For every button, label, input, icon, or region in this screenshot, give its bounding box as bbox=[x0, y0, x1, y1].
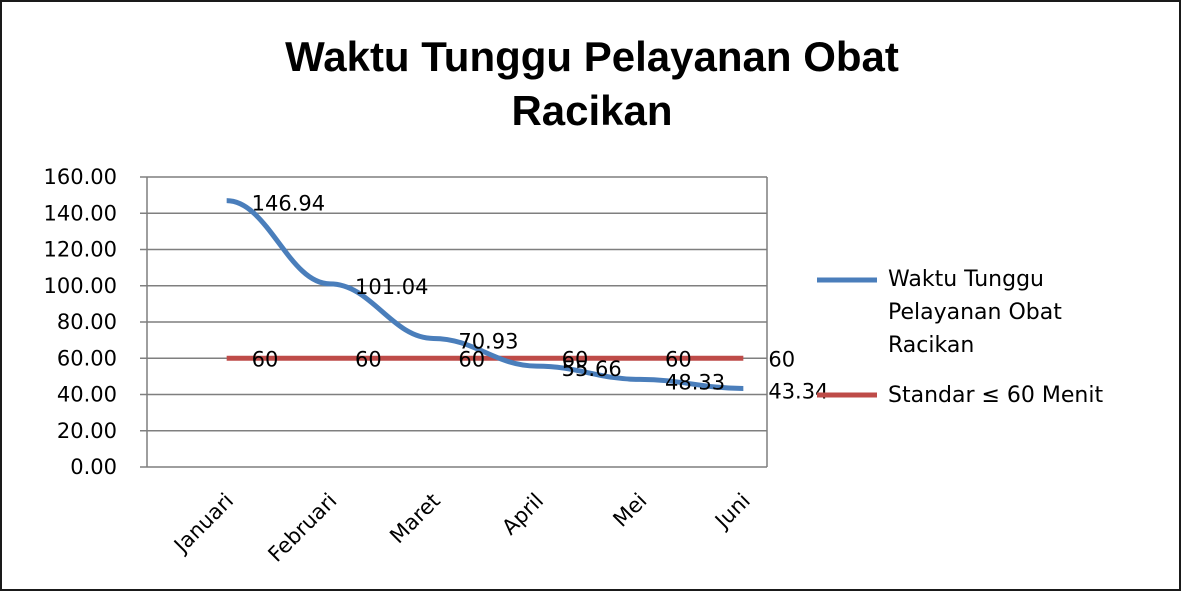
x-tick-label: Mei bbox=[608, 489, 651, 532]
y-axis: 0.00 20.00 40.00 60.00 80.00 100.00 120.00 140.… bbox=[44, 165, 768, 479]
data-label-standard: 60 bbox=[562, 347, 589, 371]
y-tick-label: 120.00 bbox=[44, 238, 117, 262]
y-tick-label: 60.00 bbox=[57, 346, 117, 370]
x-axis: Januari Februari Maret April Mei Juni bbox=[168, 489, 755, 567]
y-tick-label: 20.00 bbox=[57, 419, 117, 443]
y-tick-label: 80.00 bbox=[57, 310, 117, 334]
legend-label-waktu-tunggu: Pelayanan Obat bbox=[888, 300, 1062, 325]
legend-label-standard: Standar ≤ 60 Menit bbox=[888, 383, 1103, 408]
data-label-standard: 60 bbox=[458, 347, 485, 371]
series-line-waktu-tunggu bbox=[226, 198, 744, 391]
data-label-waktu-tunggu: 55.66 bbox=[562, 357, 622, 381]
data-label-waktu-tunggu: 101.04 bbox=[355, 275, 428, 299]
series-layer bbox=[226, 198, 744, 391]
chart-title-line-1: Waktu Tunggu Pelayanan Obat bbox=[285, 33, 899, 80]
data-labels: 146.94 101.04 70.93 55.66 48.33 43.34 60 60 60 60… bbox=[252, 192, 829, 404]
x-tick-label: Juni bbox=[709, 489, 755, 535]
x-tick-label: Januari bbox=[168, 489, 238, 559]
y-tick-label: 160.00 bbox=[44, 165, 117, 189]
data-label-waktu-tunggu: 146.94 bbox=[252, 192, 325, 216]
legend: Waktu Tunggu Pelayanan Obat Racikan Standar… bbox=[817, 267, 1103, 408]
x-tick-label: April bbox=[497, 489, 548, 540]
y-tick-label: 40.00 bbox=[57, 383, 117, 407]
legend-label-waktu-tunggu: Racikan bbox=[888, 333, 974, 358]
y-tick-label: 140.00 bbox=[44, 201, 117, 225]
x-tick-label: Maret bbox=[385, 489, 445, 549]
data-label-standard: 60 bbox=[768, 347, 795, 371]
data-label-standard: 60 bbox=[665, 347, 692, 371]
data-label-waktu-tunggu: 70.93 bbox=[458, 329, 518, 353]
data-label-waktu-tunggu: 43.34 bbox=[768, 379, 828, 403]
y-tick-label: 0.00 bbox=[70, 455, 117, 479]
chart-title: Waktu Tunggu Pelayanan Obat Racikan bbox=[152, 30, 1032, 138]
x-tick-label: Februari bbox=[263, 489, 341, 567]
data-label-standard: 60 bbox=[355, 347, 382, 371]
data-label-standard: 60 bbox=[252, 347, 279, 371]
data-label-waktu-tunggu: 48.33 bbox=[665, 370, 725, 394]
chart-title-line-2: Racikan bbox=[511, 87, 673, 134]
gridlines bbox=[147, 176, 767, 468]
legend-label-waktu-tunggu: Waktu Tunggu bbox=[888, 267, 1044, 292]
y-tick-label: 100.00 bbox=[44, 274, 117, 298]
